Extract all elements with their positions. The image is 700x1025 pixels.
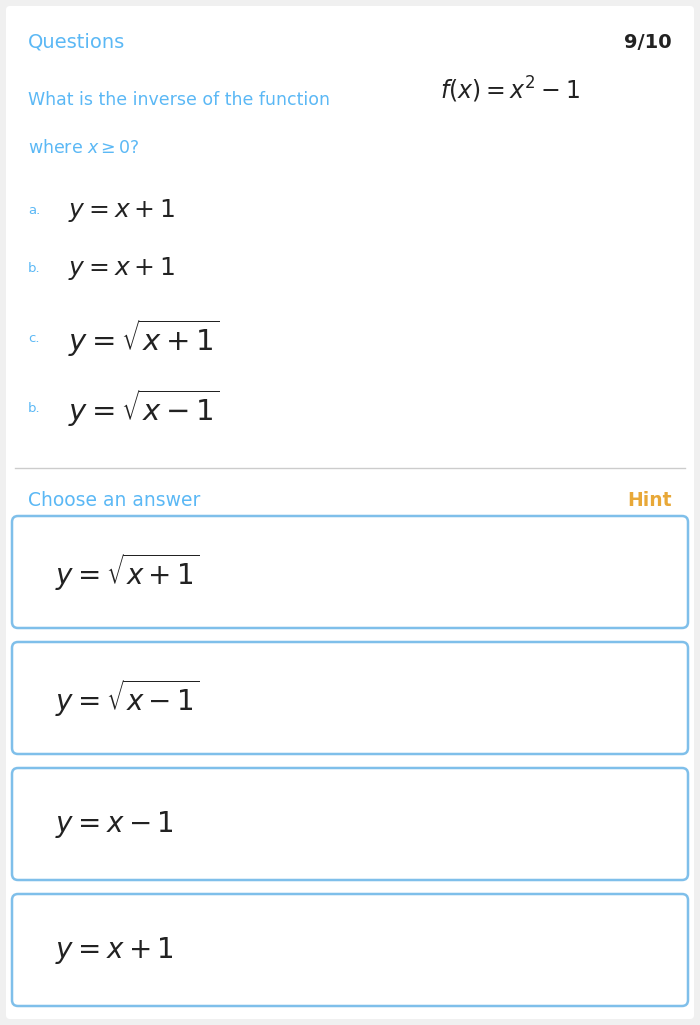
Text: Choose an answer: Choose an answer [28, 491, 200, 509]
Text: $y = \sqrt{x-1}$: $y = \sqrt{x-1}$ [68, 387, 219, 428]
Text: $y = \sqrt{x-1}$: $y = \sqrt{x-1}$ [55, 678, 199, 719]
Text: a.: a. [28, 204, 41, 216]
Text: $y = x + 1$: $y = x + 1$ [68, 254, 175, 282]
Text: b.: b. [28, 402, 41, 414]
FancyBboxPatch shape [12, 516, 688, 628]
FancyBboxPatch shape [12, 642, 688, 754]
Text: $y = x - 1$: $y = x - 1$ [55, 809, 174, 839]
FancyBboxPatch shape [6, 6, 694, 1019]
Text: where $x \geq 0$?: where $x \geq 0$? [28, 139, 140, 157]
Text: b.: b. [28, 261, 41, 275]
Text: Questions: Questions [28, 33, 125, 51]
FancyBboxPatch shape [12, 894, 688, 1006]
Text: Hint: Hint [627, 491, 672, 509]
Text: 9/10: 9/10 [624, 33, 672, 51]
Text: c.: c. [28, 331, 39, 344]
FancyBboxPatch shape [12, 768, 688, 880]
Text: $y = \sqrt{x+1}$: $y = \sqrt{x+1}$ [55, 551, 199, 592]
Text: What is the inverse of the function: What is the inverse of the function [28, 91, 330, 109]
Text: $f(x) = x^2 - 1$: $f(x) = x^2 - 1$ [440, 75, 580, 106]
Text: $y = x + 1$: $y = x + 1$ [68, 197, 175, 223]
Text: $y = \sqrt{x+1}$: $y = \sqrt{x+1}$ [68, 317, 219, 359]
Text: $y = x + 1$: $y = x + 1$ [55, 935, 174, 966]
